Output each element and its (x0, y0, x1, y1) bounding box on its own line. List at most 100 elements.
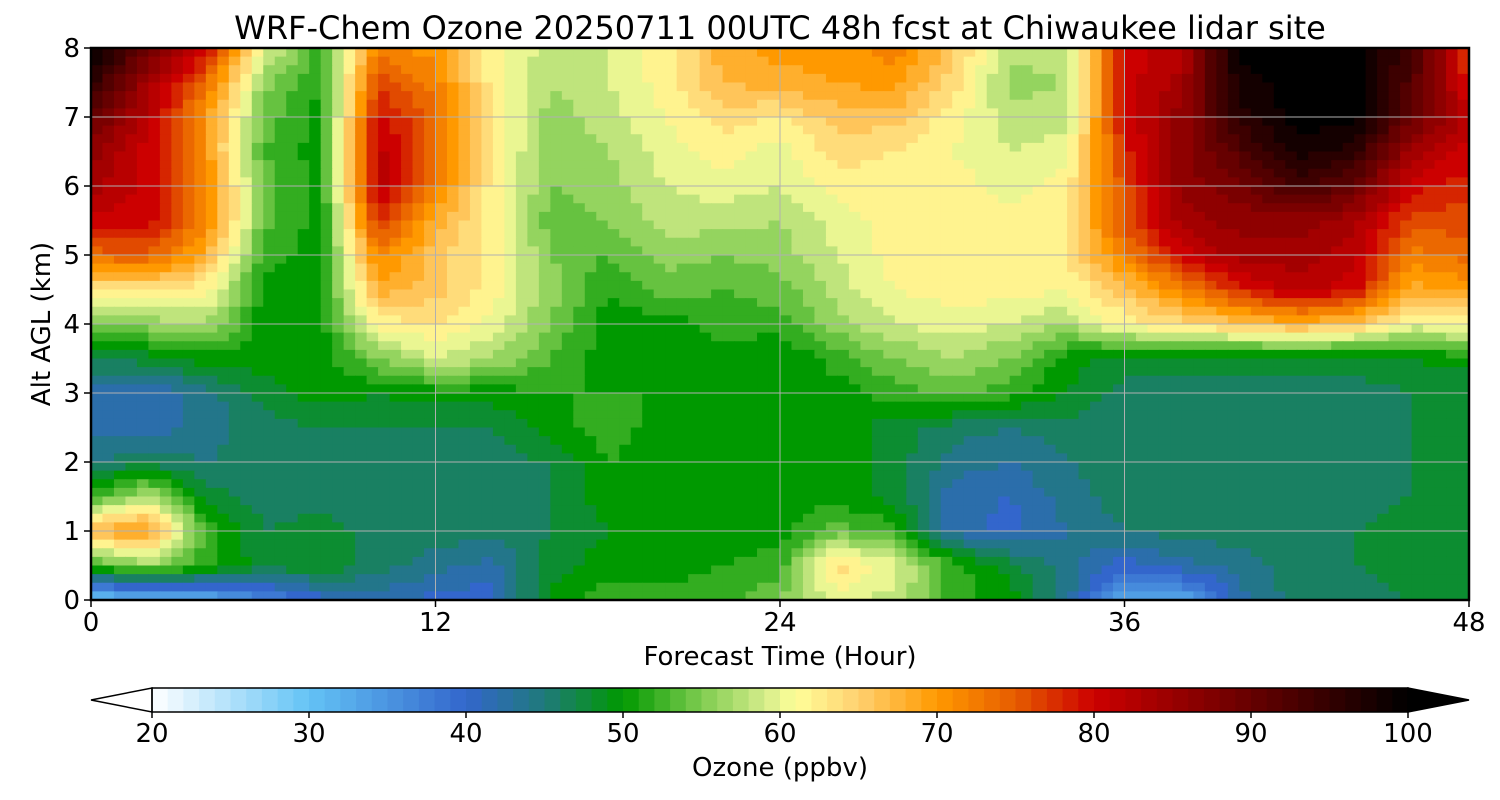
heatmap-cell (1273, 375, 1286, 385)
heatmap-cell (1388, 220, 1401, 230)
heatmap-cell (148, 203, 161, 213)
heatmap-cell (837, 177, 850, 187)
heatmap-cell (1204, 263, 1217, 273)
heatmap-cell (504, 142, 517, 153)
heatmap-cell (1181, 91, 1194, 101)
heatmap-cell (1296, 194, 1309, 204)
heatmap-cell (217, 298, 230, 308)
heatmap-cell (1055, 168, 1068, 178)
heatmap-cell (1239, 211, 1252, 222)
heatmap-cell (711, 324, 724, 334)
heatmap-cell (458, 91, 471, 101)
heatmap-cell (757, 211, 770, 222)
heatmap-cell (378, 384, 391, 394)
heatmap-cell (113, 108, 127, 118)
heatmap-cell (814, 246, 827, 256)
heatmap-cell (113, 367, 127, 377)
heatmap-cell (515, 125, 528, 135)
heatmap-cell (722, 220, 735, 230)
heatmap-cell (1158, 168, 1172, 178)
heatmap-cell (1009, 229, 1022, 239)
heatmap-cell (1342, 237, 1355, 247)
heatmap-cell (424, 332, 437, 342)
heatmap-cell (860, 298, 873, 308)
heatmap-cell (848, 289, 861, 299)
heatmap-cell (550, 229, 563, 239)
heatmap-cell (780, 56, 793, 66)
heatmap-cell (952, 324, 965, 334)
heatmap-cell (848, 220, 861, 230)
heatmap-cell (343, 298, 356, 308)
heatmap-cell (91, 349, 104, 360)
heatmap-cell (584, 108, 597, 118)
heatmap-cell (378, 186, 391, 196)
heatmap-cell (929, 393, 942, 403)
heatmap-cell (1044, 82, 1057, 92)
heatmap-cell (1170, 349, 1183, 360)
heatmap-cell (1204, 341, 1217, 351)
heatmap-cell (1285, 168, 1298, 178)
heatmap-cell (1239, 375, 1252, 385)
heatmap-cell (1250, 211, 1263, 222)
heatmap-cell (837, 99, 850, 109)
heatmap-cell (883, 393, 896, 403)
heatmap-cell (940, 168, 953, 178)
heatmap-cell (1135, 341, 1149, 351)
heatmap-cell (998, 56, 1011, 66)
heatmap-cell (378, 246, 391, 256)
heatmap-cell (917, 298, 930, 308)
heatmap-cell (469, 142, 483, 153)
heatmap-cell (619, 142, 632, 153)
heatmap-cell (722, 289, 735, 299)
heatmap-cell (940, 298, 953, 308)
heatmap-cell (1090, 117, 1103, 127)
heatmap-cell (1446, 177, 1459, 187)
heatmap-cell (1319, 108, 1332, 118)
heatmap-cell (883, 280, 896, 291)
heatmap-cell (653, 186, 666, 196)
heatmap-cell (860, 255, 873, 265)
heatmap-cell (366, 203, 379, 213)
heatmap-cell (1434, 341, 1447, 351)
heatmap-cell (91, 108, 104, 118)
heatmap-cell (986, 203, 999, 213)
heatmap-cell (1216, 151, 1229, 161)
heatmap-cell (871, 289, 884, 299)
heatmap-cell (619, 134, 632, 144)
heatmap-cell (113, 65, 127, 75)
heatmap-cell (205, 108, 218, 118)
heatmap-cell (1124, 160, 1137, 170)
heatmap-cell (561, 332, 574, 342)
heatmap-cell (538, 246, 551, 256)
heatmap-cell (527, 194, 540, 204)
heatmap-cell (113, 384, 127, 394)
heatmap-cell (1067, 203, 1080, 213)
heatmap-cell (366, 151, 379, 161)
heatmap-cell (1388, 289, 1401, 299)
heatmap-cell (1239, 125, 1252, 135)
heatmap-cell (963, 237, 976, 247)
heatmap-cell (366, 99, 379, 109)
heatmap-cell (929, 272, 942, 282)
heatmap-cell (194, 289, 207, 299)
heatmap-cell (1342, 229, 1355, 239)
heatmap-cell (676, 229, 689, 239)
heatmap-cell (171, 99, 184, 109)
heatmap-cell (389, 125, 402, 135)
heatmap-cell (1411, 117, 1424, 127)
heatmap-cell (1285, 48, 1298, 58)
heatmap-cell (906, 177, 919, 187)
heatmap-cell (1113, 263, 1126, 273)
heatmap-cell (653, 108, 666, 118)
heatmap-cell (561, 134, 574, 144)
heatmap-cell (205, 142, 218, 153)
heatmap-cell (481, 168, 494, 178)
heatmap-cell (389, 324, 402, 334)
heatmap-cell (458, 280, 471, 291)
heatmap-cell (251, 142, 264, 153)
heatmap-cell (1170, 272, 1183, 282)
heatmap-cell (596, 384, 609, 394)
heatmap-cell (975, 255, 988, 265)
heatmap-cell (619, 280, 632, 291)
heatmap-cell (871, 177, 884, 187)
